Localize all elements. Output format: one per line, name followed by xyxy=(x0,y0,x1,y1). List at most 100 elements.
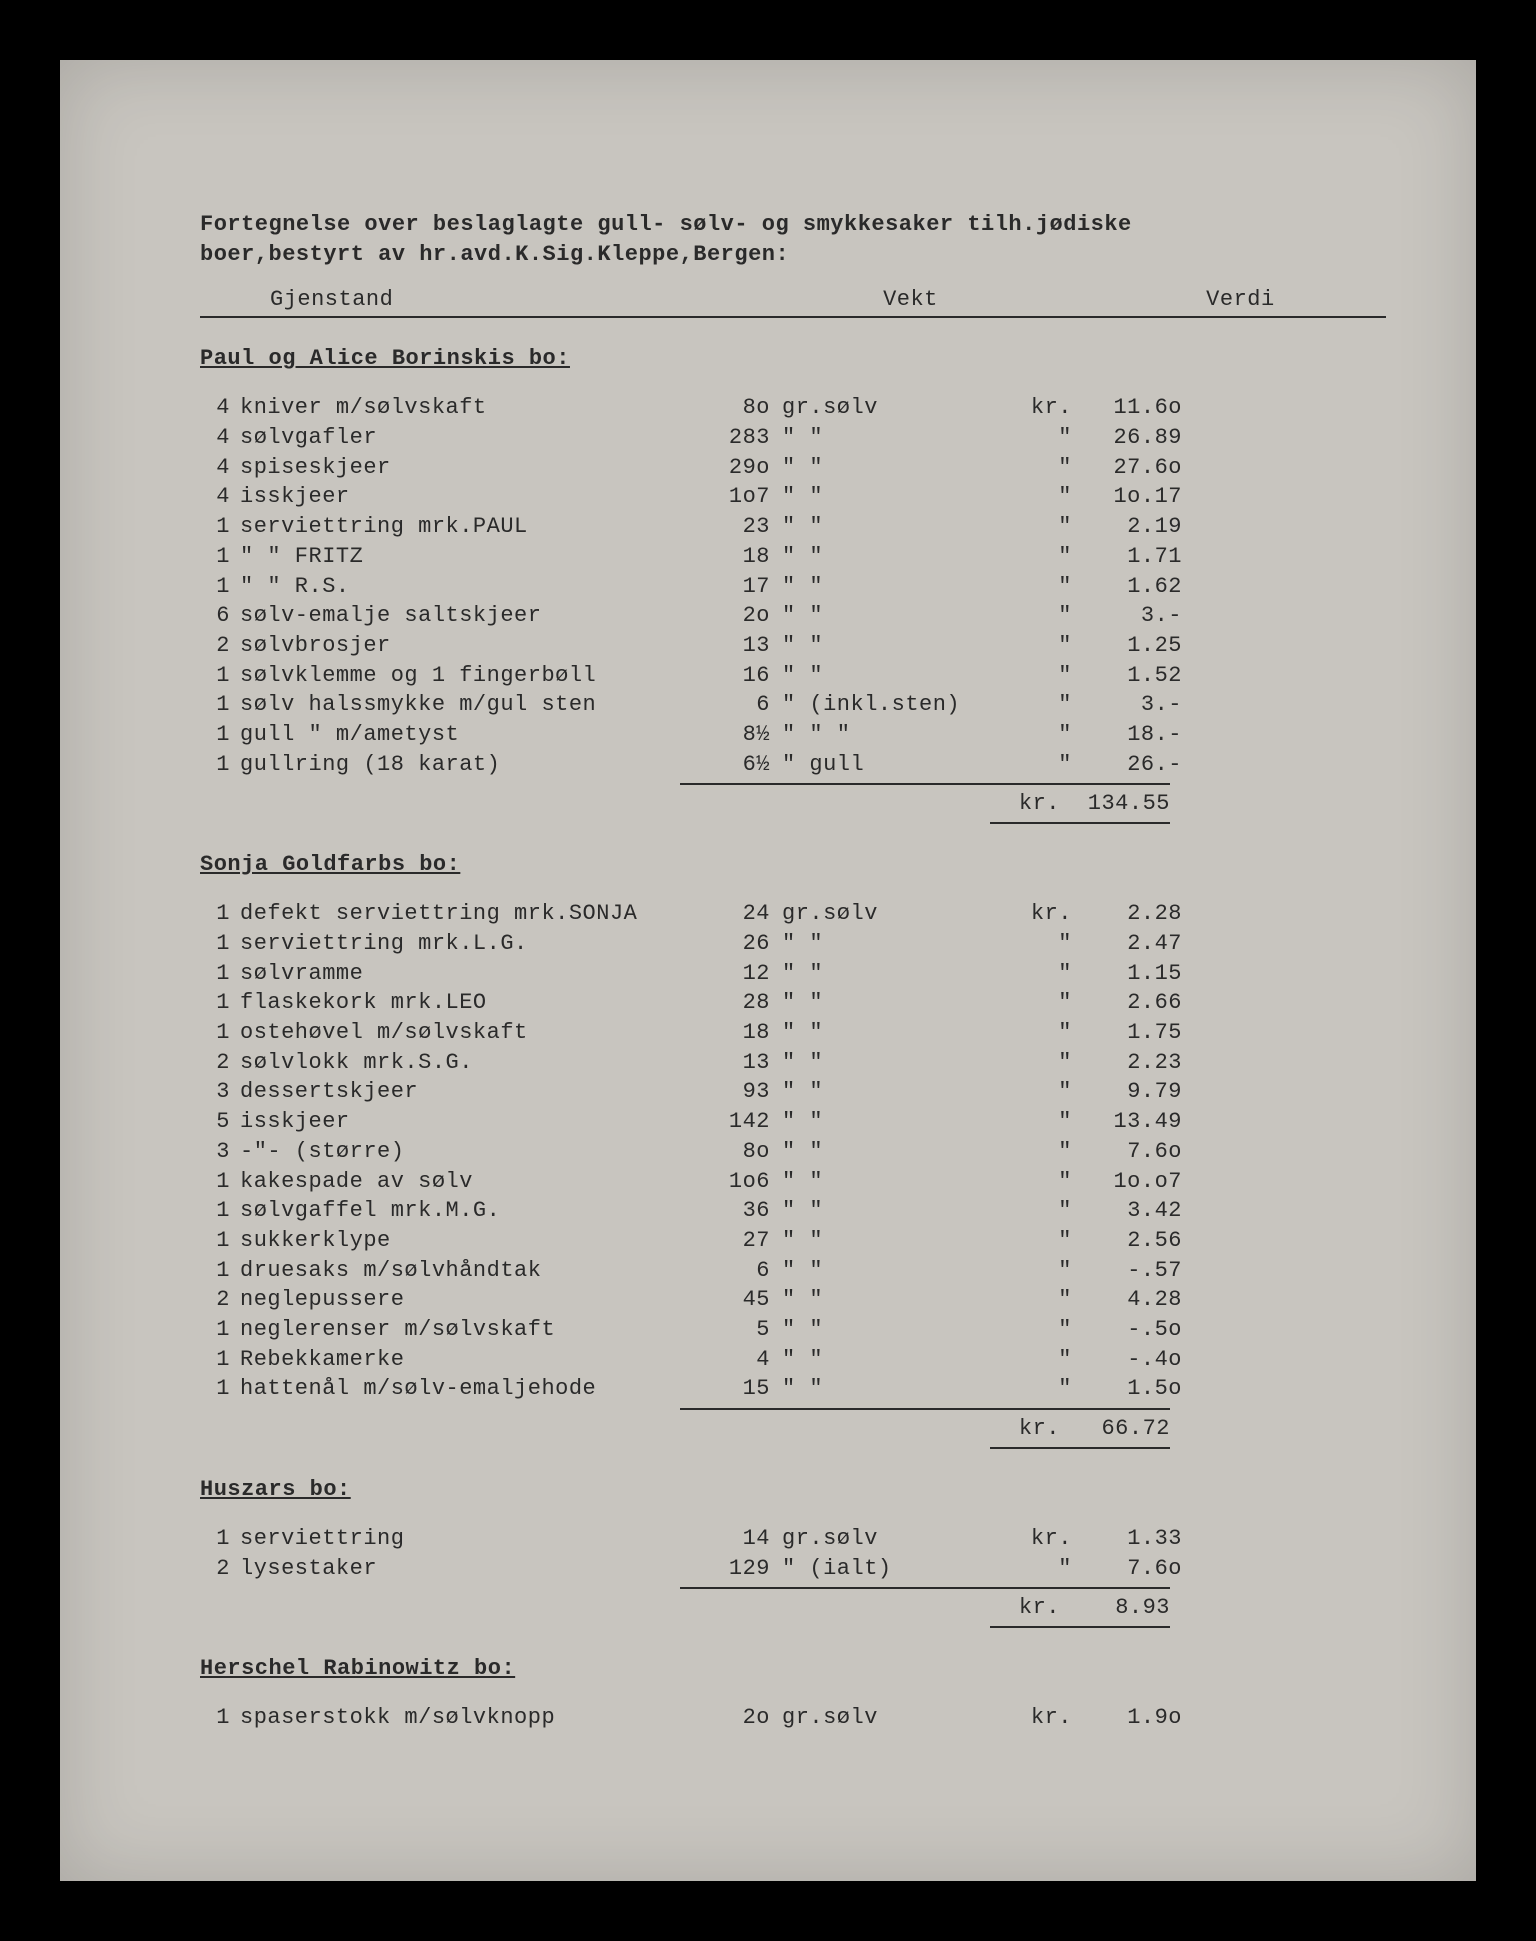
cell-currency: " xyxy=(1002,1374,1072,1404)
cell-currency: " xyxy=(1002,750,1072,780)
cell-weight: 1o6 xyxy=(680,1167,770,1197)
subtotal-currency: kr. xyxy=(990,1595,1060,1620)
cell-weight: 16 xyxy=(680,661,770,691)
title-line-1: Fortegnelse over beslaglagte gull- sølv-… xyxy=(200,210,1386,240)
cell-value: 2.19 xyxy=(1072,512,1182,542)
cell-currency: " xyxy=(1002,661,1072,691)
cell-qty: 1 xyxy=(200,988,230,1018)
cell-desc: sølv halssmykke m/gul sten xyxy=(230,690,680,720)
cell-unit: " gull xyxy=(770,750,1002,780)
cell-value: 27.6o xyxy=(1072,453,1182,483)
cell-weight: 18 xyxy=(680,542,770,572)
cell-weight: 12 xyxy=(680,959,770,989)
cell-qty: 1 xyxy=(200,1315,230,1345)
cell-currency: " xyxy=(1002,542,1072,572)
cell-unit: " " xyxy=(770,1285,1002,1315)
cell-desc: serviettring mrk.PAUL xyxy=(230,512,680,542)
cell-value: 2.23 xyxy=(1072,1048,1182,1078)
cell-qty: 1 xyxy=(200,929,230,959)
cell-value: 1.25 xyxy=(1072,631,1182,661)
cell-currency: " xyxy=(1002,1285,1072,1315)
cell-unit: " (inkl.sten) xyxy=(770,690,1002,720)
subtotal-row: kr.8.93 xyxy=(200,1595,1386,1620)
cell-qty: 1 xyxy=(200,542,230,572)
cell-desc: kniver m/sølvskaft xyxy=(230,393,680,423)
section-title: Huszars bo: xyxy=(200,1477,1386,1502)
table-row: 5isskjeer142" ""13.49 xyxy=(200,1107,1386,1137)
table-row: 1hattenål m/sølv-emaljehode15" ""1.5o xyxy=(200,1374,1386,1404)
cell-weight: 6 xyxy=(680,690,770,720)
cell-weight: 8o xyxy=(680,393,770,423)
cell-unit: " " xyxy=(770,1167,1002,1197)
cell-unit: " " xyxy=(770,661,1002,691)
cell-desc: dessertskjeer xyxy=(230,1077,680,1107)
cell-value: 1o.o7 xyxy=(1072,1167,1182,1197)
cell-currency: " xyxy=(1002,1077,1072,1107)
cell-weight: 2o xyxy=(680,601,770,631)
cell-weight: 15 xyxy=(680,1374,770,1404)
cell-value: -.5o xyxy=(1072,1315,1182,1345)
table-row: 3dessertskjeer93" ""9.79 xyxy=(200,1077,1386,1107)
cell-value: -.57 xyxy=(1072,1256,1182,1286)
subtotal-rule xyxy=(680,783,1170,785)
table-row: 1serviettring mrk.PAUL23" ""2.19 xyxy=(200,512,1386,542)
cell-value: 18.- xyxy=(1072,720,1182,750)
table-row: 1sølv halssmykke m/gul sten6" (inkl.sten… xyxy=(200,690,1386,720)
subtotal-value: 66.72 xyxy=(1060,1416,1170,1441)
cell-weight: 27 xyxy=(680,1226,770,1256)
cell-qty: 1 xyxy=(200,899,230,929)
cell-value: 1o.17 xyxy=(1072,482,1182,512)
table-row: 1ostehøvel m/sølvskaft18" ""1.75 xyxy=(200,1018,1386,1048)
cell-weight: 18 xyxy=(680,1018,770,1048)
cell-unit: " " xyxy=(770,1226,1002,1256)
subtotal-rule xyxy=(680,1587,1170,1589)
cell-desc: hattenål m/sølv-emaljehode xyxy=(230,1374,680,1404)
cell-qty: 4 xyxy=(200,453,230,483)
cell-currency: " xyxy=(1002,1048,1072,1078)
table-row: 1spaserstokk m/sølvknopp2ogr.sølvkr.1.9o xyxy=(200,1703,1386,1733)
cell-qty: 2 xyxy=(200,1048,230,1078)
cell-desc: sølvgaffel mrk.M.G. xyxy=(230,1196,680,1226)
cell-qty: 1 xyxy=(200,512,230,542)
cell-value: 26.89 xyxy=(1072,423,1182,453)
cell-unit: " " xyxy=(770,929,1002,959)
cell-currency: " xyxy=(1002,1107,1072,1137)
cell-value: -.4o xyxy=(1072,1345,1182,1375)
cell-qty: 1 xyxy=(200,1256,230,1286)
table-row: 1neglerenser m/sølvskaft5" ""-.5o xyxy=(200,1315,1386,1345)
cell-value: 26.- xyxy=(1072,750,1182,780)
cell-currency: " xyxy=(1002,482,1072,512)
table-row: 1sølvklemme og 1 fingerbøll16" ""1.52 xyxy=(200,661,1386,691)
cell-unit: " " xyxy=(770,1077,1002,1107)
table-row: 1Rebekkamerke4" ""-.4o xyxy=(200,1345,1386,1375)
table-row: 3 -"- (større)8o" ""7.6o xyxy=(200,1137,1386,1167)
table-row: 1gullring (18 karat)6½" gull"26.- xyxy=(200,750,1386,780)
cell-currency: " xyxy=(1002,1018,1072,1048)
cell-desc: ostehøvel m/sølvskaft xyxy=(230,1018,680,1048)
section-title: Sonja Goldfarbs bo: xyxy=(200,852,1386,877)
cell-weight: 93 xyxy=(680,1077,770,1107)
cell-unit: gr.sølv xyxy=(770,899,1002,929)
cell-desc: sølvbrosjer xyxy=(230,631,680,661)
cell-value: 9.79 xyxy=(1072,1077,1182,1107)
cell-weight: 17 xyxy=(680,572,770,602)
table-row: 4spiseskjeer29o" ""27.6o xyxy=(200,453,1386,483)
table-row: 1 " " R.S.17" ""1.62 xyxy=(200,572,1386,602)
cell-desc: sukkerklype xyxy=(230,1226,680,1256)
cell-qty: 2 xyxy=(200,1554,230,1584)
subtotal-underline xyxy=(990,822,1170,824)
cell-unit: " " xyxy=(770,1018,1002,1048)
cell-currency: " xyxy=(1002,1167,1072,1197)
cell-unit: " " xyxy=(770,1345,1002,1375)
cell-desc: isskjeer xyxy=(230,1107,680,1137)
cell-currency: " xyxy=(1002,453,1072,483)
cell-value: 7.6o xyxy=(1072,1554,1182,1584)
cell-desc: gullring (18 karat) xyxy=(230,750,680,780)
cell-weight: 26 xyxy=(680,929,770,959)
cell-unit: gr.sølv xyxy=(770,393,1002,423)
cell-desc: " " R.S. xyxy=(230,572,680,602)
cell-unit: " " xyxy=(770,542,1002,572)
cell-unit: " " xyxy=(770,1107,1002,1137)
table-row: 1sukkerklype27" ""2.56 xyxy=(200,1226,1386,1256)
cell-qty: 4 xyxy=(200,482,230,512)
